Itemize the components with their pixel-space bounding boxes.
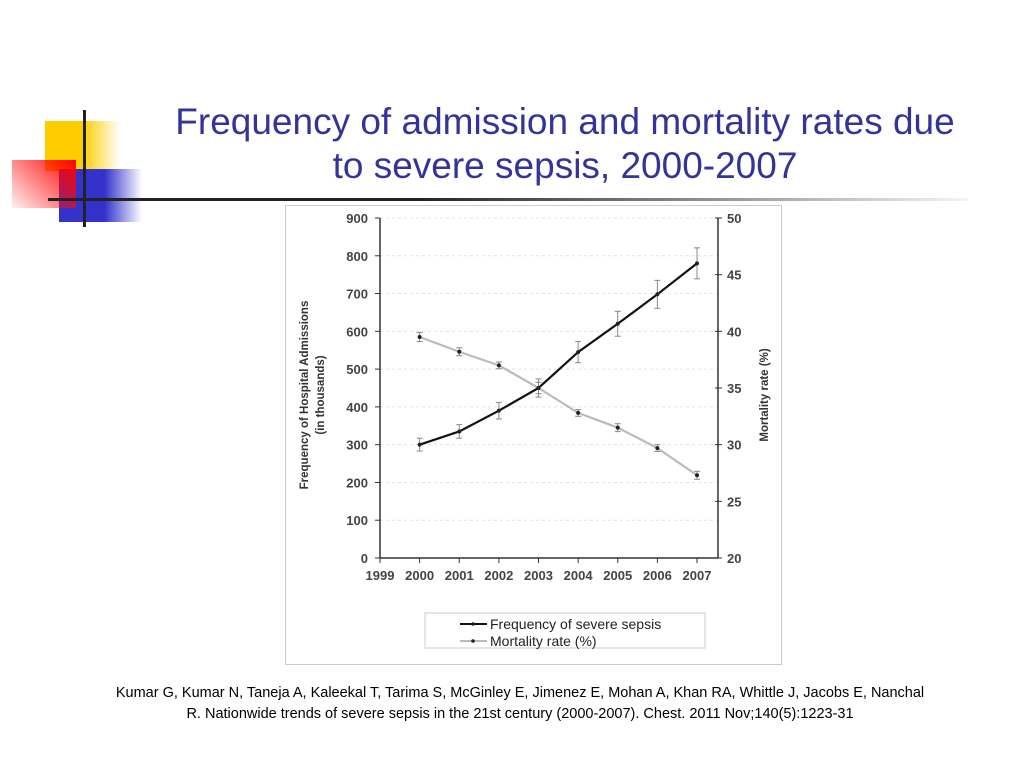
data-point (496, 363, 501, 368)
x-tick-label: 1999 (366, 568, 395, 583)
y2-axis-label: Mortality rate (%) (759, 348, 771, 441)
data-point (457, 429, 462, 434)
series-line (419, 335, 698, 477)
y-tick-label: 400 (346, 400, 368, 415)
y2-tick-label: 25 (727, 494, 741, 509)
data-point (655, 292, 660, 297)
series-line (419, 262, 698, 446)
y-tick-label: 900 (346, 211, 368, 226)
legend-marker (471, 622, 475, 626)
data-point (576, 350, 581, 355)
legend-marker (471, 639, 475, 643)
title-line-2: to severe sepsis, 2000-2007 (332, 145, 798, 186)
y2-tick-label: 20 (727, 551, 741, 566)
data-point (695, 473, 699, 478)
data-point (417, 335, 422, 339)
data-point (496, 408, 501, 413)
x-tick-label: 2005 (603, 568, 632, 583)
y2-tick-label: 45 (727, 268, 741, 283)
data-point (615, 321, 620, 326)
y2-tick-label: 30 (727, 438, 741, 453)
citation: Kumar G, Kumar N, Taneja A, Kaleekal T, … (20, 683, 1020, 725)
y-tick-label: 700 (346, 287, 368, 302)
citation-line-1: Kumar G, Kumar N, Taneja A, Kaleekal T, … (115, 685, 925, 701)
y-tick-label: 100 (346, 513, 368, 528)
decor-horizontal-line (48, 198, 968, 201)
data-point (536, 386, 541, 390)
citation-line-2: R. Nationwide trends of severe sepsis in… (186, 706, 854, 722)
y-tick-label: 300 (346, 438, 368, 453)
page-title: Frequency of admission and mortality rat… (130, 100, 1000, 188)
x-tick-label: 2006 (643, 568, 672, 583)
y-tick-label: 500 (346, 362, 368, 377)
data-point (576, 410, 581, 415)
y2-tick-label: 50 (727, 211, 741, 226)
decor-vertical-line (83, 110, 86, 227)
data-point (655, 446, 660, 451)
data-point (615, 425, 620, 430)
y-tick-label: 0 (361, 551, 368, 566)
chart-frame (285, 205, 782, 665)
x-tick-label: 2001 (445, 568, 474, 583)
title-line-1: Frequency of admission and mortality rat… (175, 101, 955, 142)
x-tick-label: 2004 (564, 568, 594, 583)
y2-tick-label: 40 (727, 324, 741, 339)
data-point (695, 261, 699, 266)
y-axis-label-units: (in thousands) (315, 355, 327, 434)
x-tick-label: 2000 (405, 568, 434, 583)
y-tick-label: 800 (346, 249, 368, 264)
x-tick-label: 2002 (484, 568, 513, 583)
x-tick-label: 2007 (683, 568, 712, 583)
data-point (457, 349, 462, 354)
y-axis-label: Frequency of Hospital Admissions (299, 301, 311, 490)
y2-tick-label: 35 (727, 381, 741, 396)
y-tick-label: 600 (346, 324, 368, 339)
legend-label: Mortality rate (%) (490, 633, 597, 649)
y-tick-label: 200 (346, 475, 368, 490)
data-point (417, 442, 422, 447)
legend-label: Frequency of severe sepsis (490, 616, 661, 632)
x-tick-label: 2003 (524, 568, 553, 583)
